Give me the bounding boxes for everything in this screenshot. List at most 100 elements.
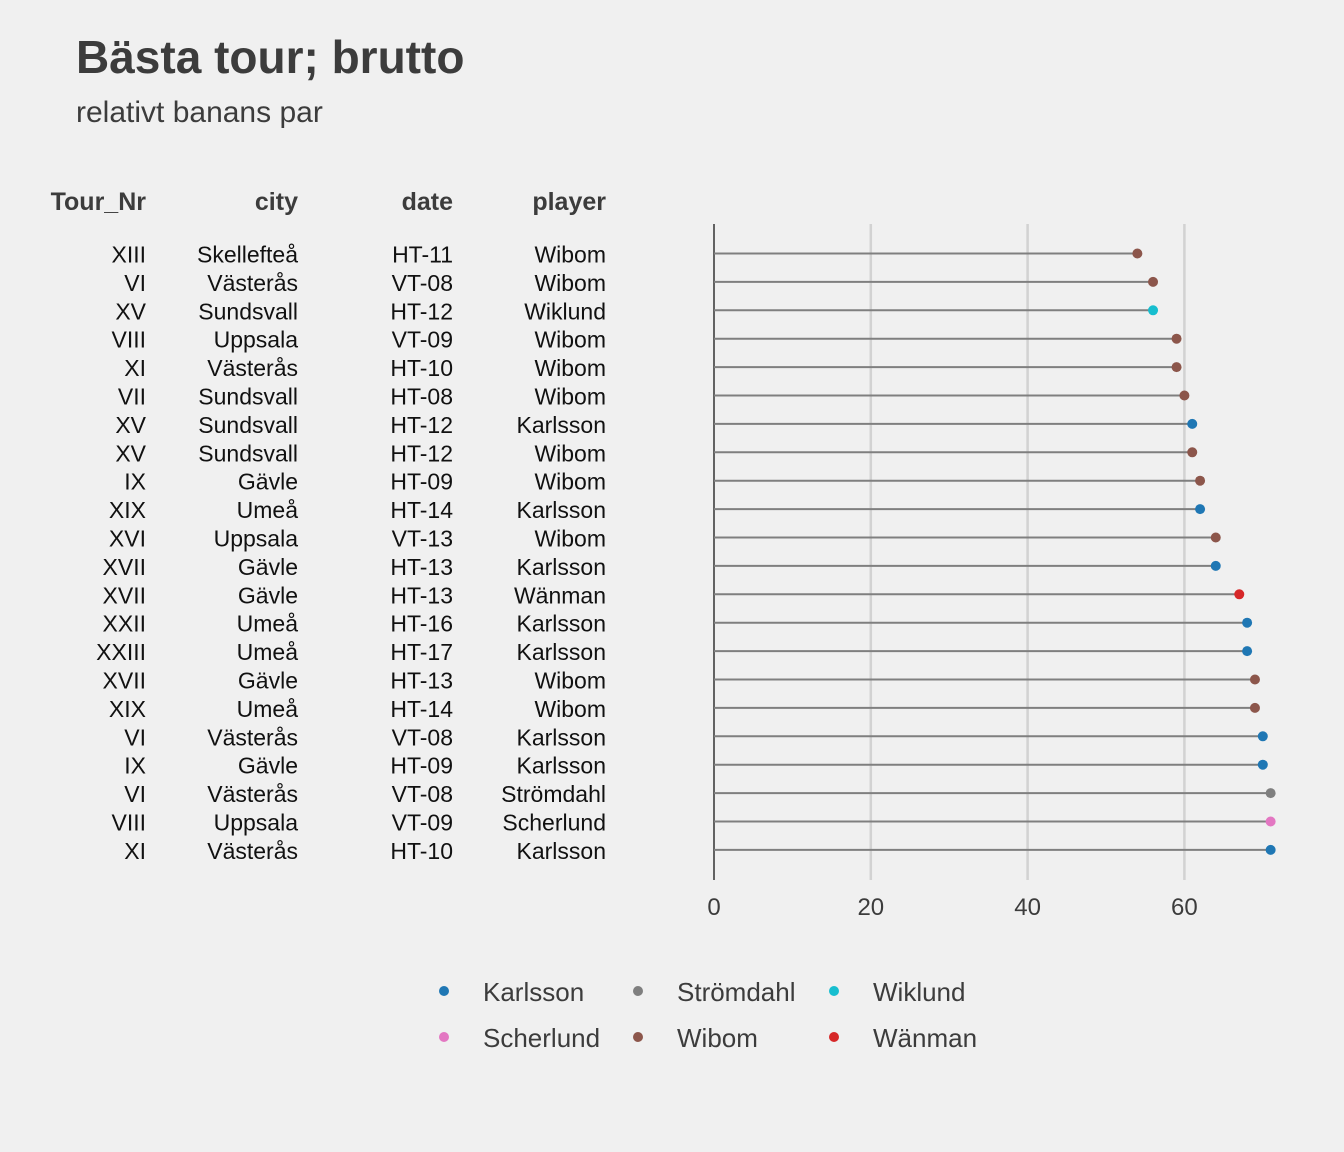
table-cell-city: Sundsvall — [198, 440, 298, 466]
table-cell-player: Karlsson — [517, 611, 606, 637]
lollipop-point — [1187, 418, 1198, 429]
lollipop-point — [1148, 276, 1159, 287]
table-cell-date: VT-09 — [392, 810, 453, 836]
table-cell-tour-nr: XXII — [103, 611, 146, 637]
lollipop-point — [1132, 248, 1143, 259]
x-tick-label: 60 — [1171, 894, 1198, 921]
table-cell-date: VT-13 — [392, 526, 453, 552]
table-cell-city: Gävle — [238, 469, 298, 495]
table-cell-city: Umeå — [237, 639, 299, 665]
table-cell-tour-nr: IX — [124, 753, 146, 779]
lollipop-point — [1148, 305, 1159, 316]
table-cell-date: HT-13 — [390, 582, 453, 608]
table-cell-player: Wibom — [534, 440, 606, 466]
table-cell-tour-nr: XXIII — [96, 639, 146, 665]
lollipop-point — [1265, 816, 1276, 827]
lollipop-point — [1210, 560, 1221, 571]
legend-marker — [829, 986, 839, 996]
lollipop-point — [1265, 844, 1276, 855]
column-header: Tour_Nr — [51, 188, 147, 216]
table-cell-player: Karlsson — [517, 639, 606, 665]
column-header: city — [255, 188, 298, 216]
table-cell-player: Strömdahl — [501, 781, 606, 807]
table-cell-city: Sundsvall — [198, 412, 298, 438]
table-cell-city: Gävle — [238, 753, 298, 779]
lollipop-point — [1195, 504, 1206, 515]
lollipop-point — [1249, 674, 1260, 685]
table-cell-player: Karlsson — [517, 753, 606, 779]
table-cell-tour-nr: XIII — [111, 242, 146, 268]
lollipop-point — [1179, 390, 1190, 401]
table-cell-date: HT-08 — [390, 384, 453, 410]
table-cell-tour-nr: VI — [124, 781, 146, 807]
legend-label: Scherlund — [483, 1023, 600, 1053]
lollipop-point — [1257, 759, 1268, 770]
table-cell-tour-nr: XI — [124, 838, 146, 864]
table-cell-date: HT-12 — [390, 412, 453, 438]
table-cell-date: VT-08 — [392, 270, 453, 296]
table-cell-tour-nr: XV — [115, 440, 146, 466]
column-header: player — [532, 188, 606, 216]
table-cell-date: VT-08 — [392, 724, 453, 750]
table-cell-tour-nr: VIII — [111, 327, 146, 353]
lollipop-point — [1265, 788, 1276, 799]
table-cell-date: HT-14 — [390, 696, 453, 722]
legend-label: Karlsson — [483, 977, 584, 1007]
table-cell-player: Karlsson — [517, 838, 606, 864]
table-cell-player: Karlsson — [517, 724, 606, 750]
lollipop-point — [1187, 447, 1198, 458]
legend-marker — [439, 986, 449, 996]
table-cell-player: Wibom — [534, 696, 606, 722]
table-cell-tour-nr: XI — [124, 355, 146, 381]
table-cell-player: Wibom — [534, 270, 606, 296]
lollipop-point — [1171, 362, 1182, 373]
table-cell-city: Uppsala — [214, 327, 299, 353]
lollipop-point — [1257, 731, 1268, 742]
table-cell-date: HT-12 — [390, 298, 453, 324]
table-cell-date: VT-08 — [392, 781, 453, 807]
x-tick-label: 0 — [707, 894, 720, 921]
table-cell-date: HT-09 — [390, 753, 453, 779]
table-cell-tour-nr: XVI — [109, 526, 146, 552]
table-cell-date: HT-09 — [390, 469, 453, 495]
table-cell-player: Karlsson — [517, 497, 606, 523]
table-cell-player: Wibom — [534, 327, 606, 353]
table-cell-player: Wibom — [534, 526, 606, 552]
table-cell-city: Västerås — [207, 724, 298, 750]
table-cell-city: Umeå — [237, 696, 299, 722]
table-cell-city: Uppsala — [214, 526, 299, 552]
table-cell-date: HT-13 — [390, 554, 453, 580]
lollipop-point — [1242, 646, 1253, 657]
lollipop-point — [1171, 333, 1182, 344]
table-cell-player: Scherlund — [502, 810, 606, 836]
table-cell-player: Wänman — [514, 582, 606, 608]
table-cell-date: HT-16 — [390, 611, 453, 637]
legend-marker — [633, 986, 643, 996]
table-cell-date: HT-12 — [390, 440, 453, 466]
table-cell-city: Skellefteå — [197, 242, 298, 268]
table-cell-player: Wibom — [534, 469, 606, 495]
table-cell-tour-nr: VII — [118, 384, 146, 410]
table-cell-tour-nr: XVII — [103, 668, 146, 694]
table-cell-date: HT-10 — [390, 355, 453, 381]
lollipop-point — [1242, 617, 1253, 628]
x-tick-label: 20 — [857, 894, 884, 921]
chart-subtitle: relativt banans par — [76, 96, 323, 129]
table-cell-tour-nr: XIX — [109, 696, 146, 722]
table-cell-date: HT-10 — [390, 838, 453, 864]
legend-label: Wibom — [677, 1023, 758, 1053]
table-cell-city: Umeå — [237, 497, 299, 523]
table-cell-player: Wibom — [534, 668, 606, 694]
table-cell-date: HT-17 — [390, 639, 453, 665]
table-cell-tour-nr: IX — [124, 469, 146, 495]
lollipop-point — [1195, 475, 1206, 486]
table-cell-player: Karlsson — [517, 412, 606, 438]
lollipop-point — [1234, 589, 1245, 600]
table-cell-player: Wibom — [534, 355, 606, 381]
table-cell-date: HT-14 — [390, 497, 453, 523]
table-cell-tour-nr: XV — [115, 412, 146, 438]
table-cell-tour-nr: VI — [124, 724, 146, 750]
legend-marker — [829, 1032, 839, 1042]
lollipop-point — [1249, 702, 1260, 713]
